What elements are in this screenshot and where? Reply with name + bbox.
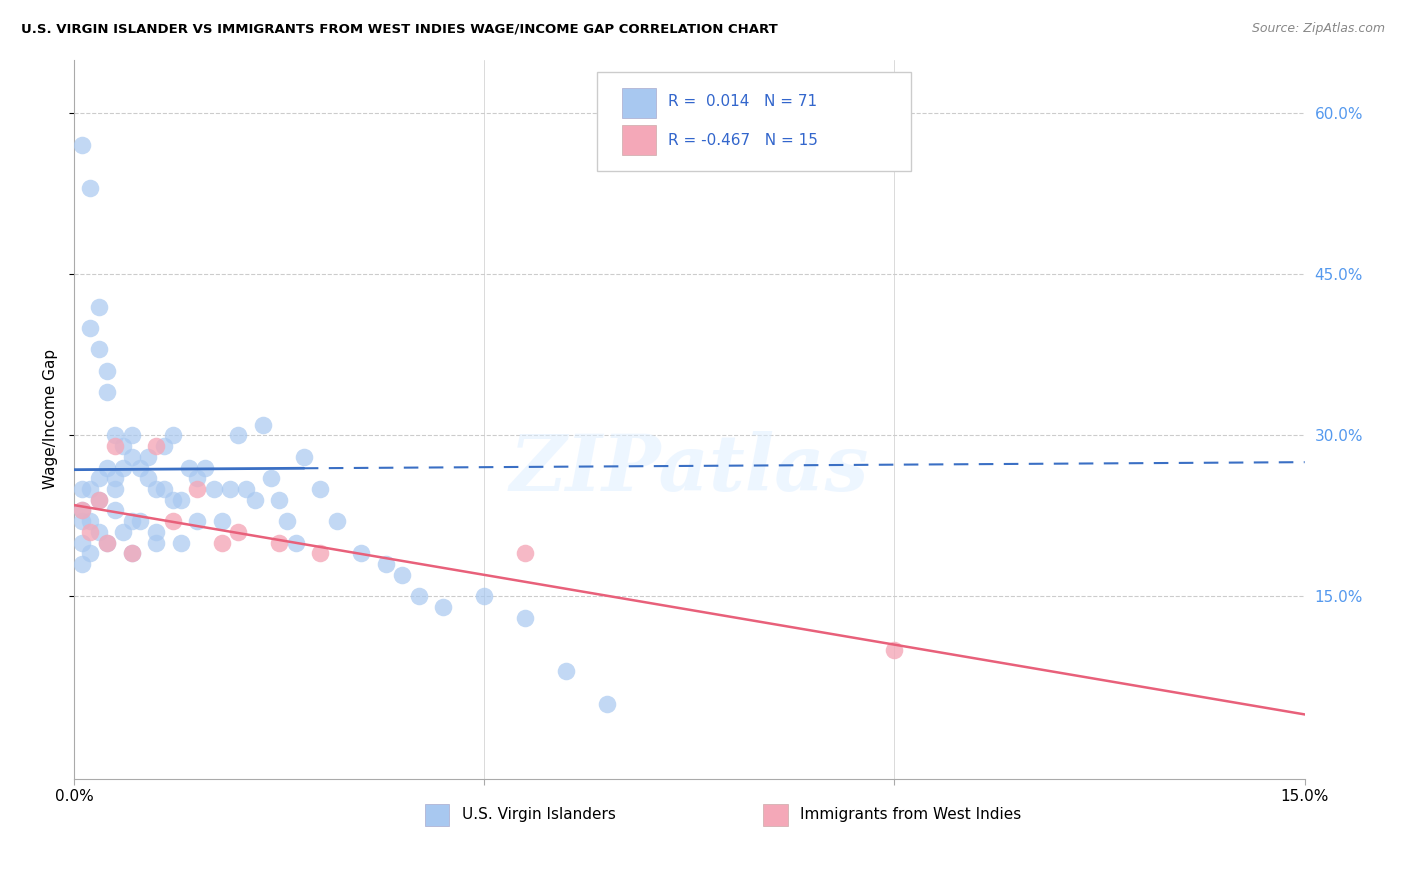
Point (145, 535, 167, 549)
Point (186, 482, 208, 496)
Point (186, 471, 208, 485)
Point (104, 439, 127, 453)
Point (96, 364, 118, 378)
Point (72, 535, 94, 549)
Point (72, 138, 94, 153)
Text: ZIPatlas: ZIPatlas (510, 432, 869, 508)
Point (72, 503, 94, 517)
Point (72, 482, 94, 496)
Point (596, 697, 619, 711)
Point (374, 557, 396, 571)
Point (112, 524, 135, 539)
Point (145, 524, 167, 539)
Point (391, 567, 413, 582)
Point (72, 514, 94, 528)
Point (309, 482, 332, 496)
FancyBboxPatch shape (598, 72, 911, 171)
Point (96, 385, 118, 400)
Point (87, 492, 110, 507)
Point (112, 439, 135, 453)
Point (104, 471, 127, 485)
Point (96, 535, 118, 549)
Point (96, 535, 118, 549)
Point (121, 450, 143, 464)
Point (309, 546, 332, 560)
Point (177, 460, 200, 475)
Point (170, 492, 193, 507)
Point (104, 428, 127, 442)
Point (128, 460, 150, 475)
Point (72, 557, 94, 571)
Point (79, 524, 101, 539)
Point (219, 482, 242, 496)
Point (96, 460, 118, 475)
Point (260, 471, 283, 485)
Point (162, 492, 184, 507)
Point (170, 535, 193, 549)
Point (235, 482, 257, 496)
Point (555, 665, 578, 679)
Point (432, 600, 454, 615)
Text: Source: ZipAtlas.com: Source: ZipAtlas.com (1251, 22, 1385, 36)
Point (269, 492, 291, 507)
Point (79, 482, 101, 496)
Point (186, 514, 208, 528)
Point (104, 482, 127, 496)
Point (226, 524, 249, 539)
Text: U.S. Virgin Islanders: U.S. Virgin Islanders (461, 807, 616, 822)
Text: U.S. VIRGIN ISLANDER VS IMMIGRANTS FROM WEST INDIES WAGE/INCOME GAP CORRELATION : U.S. VIRGIN ISLANDER VS IMMIGRANTS FROM … (21, 22, 778, 36)
Point (121, 546, 143, 560)
Point (145, 439, 167, 453)
Point (87, 471, 110, 485)
Point (79, 514, 101, 528)
Point (112, 460, 135, 475)
Bar (425, 804, 450, 826)
Point (87, 300, 110, 314)
Point (121, 514, 143, 528)
Text: R = -0.467   N = 15: R = -0.467 N = 15 (668, 133, 818, 148)
Point (226, 428, 249, 442)
Point (408, 590, 430, 604)
Point (136, 450, 159, 464)
Point (79, 321, 101, 335)
Point (211, 535, 233, 549)
Point (269, 535, 291, 549)
Point (883, 643, 905, 657)
Y-axis label: Wage/Income Gap: Wage/Income Gap (44, 349, 58, 490)
Point (87, 524, 110, 539)
Point (515, 611, 537, 625)
Point (276, 514, 298, 528)
Point (121, 428, 143, 442)
Point (350, 546, 373, 560)
Point (136, 471, 159, 485)
Point (284, 535, 307, 549)
Point (472, 590, 495, 604)
Point (243, 492, 266, 507)
Text: Immigrants from West Indies: Immigrants from West Indies (800, 807, 1021, 822)
Point (87, 343, 110, 357)
Point (128, 514, 150, 528)
Point (79, 181, 101, 195)
Point (162, 514, 184, 528)
Point (325, 514, 347, 528)
Point (252, 417, 274, 432)
Text: R =  0.014   N = 71: R = 0.014 N = 71 (668, 94, 817, 109)
Point (153, 439, 176, 453)
Bar (621, 87, 657, 118)
Point (211, 514, 233, 528)
Point (104, 503, 127, 517)
Point (153, 482, 176, 496)
Point (202, 482, 225, 496)
Point (79, 546, 101, 560)
Bar (763, 804, 787, 826)
Point (72, 503, 94, 517)
Point (162, 428, 184, 442)
Point (515, 546, 537, 560)
Point (121, 546, 143, 560)
Point (292, 450, 315, 464)
Point (194, 460, 217, 475)
Point (87, 492, 110, 507)
Point (145, 482, 167, 496)
Bar (621, 125, 657, 155)
